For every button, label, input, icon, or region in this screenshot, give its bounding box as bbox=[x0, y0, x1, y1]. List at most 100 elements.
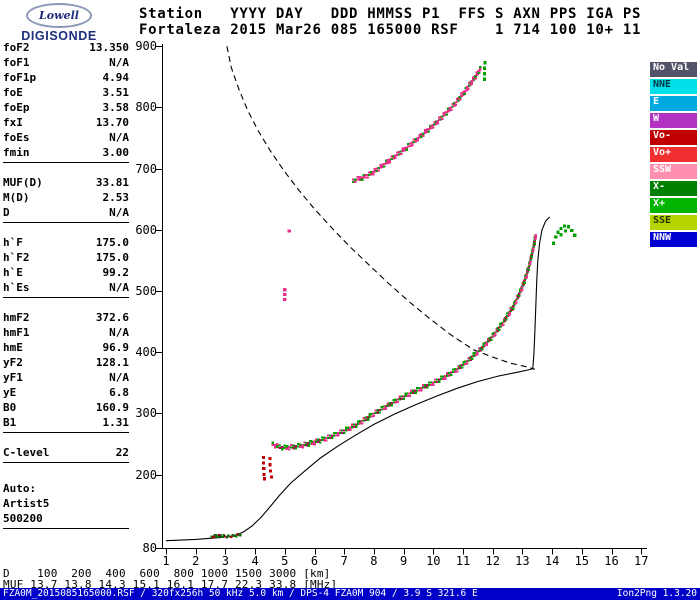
param-name: C-level bbox=[3, 446, 50, 459]
param-group-5: C-level 22 bbox=[3, 445, 129, 463]
y-tick-label-200: 200 bbox=[135, 468, 157, 482]
param-name: h`F2 bbox=[3, 251, 30, 264]
x-tick-label-1: 1 bbox=[162, 554, 169, 568]
param-value: 22 bbox=[115, 446, 129, 459]
param-row-h-es: h`Es N/A bbox=[3, 280, 129, 295]
param-row-500200: 500200 bbox=[3, 511, 129, 526]
param-row-b0: B0 160.9 bbox=[3, 400, 129, 415]
param-name: MUF(D) bbox=[3, 176, 43, 189]
param-row-b1: B1 1.31 bbox=[3, 415, 129, 430]
param-row-muf-d: MUF(D) 33.81 bbox=[3, 175, 129, 190]
param-row-auto: Auto: bbox=[3, 481, 129, 496]
param-value: 2.53 bbox=[102, 191, 130, 204]
param-value: 33.81 bbox=[95, 176, 129, 189]
param-row-fmin: fmin 3.00 bbox=[3, 145, 129, 160]
y-tick-label-800: 800 bbox=[135, 100, 157, 114]
param-group-6: Auto: Artist5 500200 bbox=[3, 481, 129, 529]
legend-item-sse: SSE bbox=[650, 215, 697, 230]
legend-item-no-val: No Val bbox=[650, 62, 697, 77]
axes bbox=[156, 44, 647, 555]
trace-spread-pink-tick bbox=[283, 288, 287, 302]
y-tick-label-700: 700 bbox=[135, 162, 157, 176]
param-row-fof2: foF2 13.350 bbox=[3, 40, 129, 55]
param-row-yf1: yF1 N/A bbox=[3, 370, 129, 385]
param-row-foes: foEs N/A bbox=[3, 130, 129, 145]
param-name: 500200 bbox=[3, 512, 43, 525]
param-value: N/A bbox=[109, 281, 129, 294]
param-value: 1.31 bbox=[102, 416, 130, 429]
param-row-d: D N/A bbox=[3, 205, 129, 220]
param-row-c-level: C-level 22 bbox=[3, 445, 129, 460]
param-value: 4.94 bbox=[102, 71, 130, 84]
legend-item-vo: Vo+ bbox=[650, 147, 697, 162]
header-line-1: Station YYYY DAY DDD HMMSS P1 FFS S AXN … bbox=[139, 6, 642, 22]
curve-f2-cusp-fit bbox=[532, 216, 551, 369]
trace-e-region-echoes bbox=[210, 533, 242, 539]
legend-panel: No Val NNE E W Vo- Vo+ SSW X- X+ SSE NNW bbox=[650, 62, 697, 249]
param-group-2: MUF(D) 33.81 M(D) 2.53 D N/A bbox=[3, 175, 129, 223]
x-tick-label-13: 13 bbox=[515, 554, 529, 568]
legend-item-ssw: SSW bbox=[650, 164, 697, 179]
param-name: foF1 bbox=[3, 56, 30, 69]
param-row-h-f2: h`F2 175.0 bbox=[3, 250, 129, 265]
param-row-hmf2: hmF2 372.6 bbox=[3, 310, 129, 325]
legend-item-nne: NNE bbox=[650, 79, 697, 94]
param-value: N/A bbox=[109, 326, 129, 339]
param-name: foF2 bbox=[3, 41, 30, 54]
x-tick-label-15: 15 bbox=[575, 554, 589, 568]
x-tick-label-7: 7 bbox=[341, 554, 348, 568]
x-tick-label-2: 2 bbox=[192, 554, 199, 568]
param-name: B1 bbox=[3, 416, 17, 429]
param-row-fxi: fxI 13.70 bbox=[3, 115, 129, 130]
param-name: M(D) bbox=[3, 191, 30, 204]
param-name: fmin bbox=[3, 146, 30, 159]
param-name: yF1 bbox=[3, 371, 23, 384]
x-tick-label-11: 11 bbox=[456, 554, 470, 568]
x-tick-label-8: 8 bbox=[370, 554, 377, 568]
trace-f2-trace-first-hop bbox=[271, 234, 537, 451]
x-tick-label-6: 6 bbox=[311, 554, 318, 568]
trace-second-hop-top-echoes bbox=[482, 61, 487, 81]
legend-item-vo: Vo- bbox=[650, 130, 697, 145]
logo-digisonde-text: DIGISONDE bbox=[21, 29, 97, 43]
x-tick-label-10: 10 bbox=[426, 554, 440, 568]
param-name: foEs bbox=[3, 131, 30, 144]
param-group-4: hmF2 372.6 hmF1 N/A hmE 96.9 yF2 128.1 yF1 N/A yE 6… bbox=[3, 310, 129, 433]
param-row-h-e: h`E 99.2 bbox=[3, 265, 129, 280]
param-row-hmf1: hmF1 N/A bbox=[3, 325, 129, 340]
param-value: N/A bbox=[109, 131, 129, 144]
curve-topside-model-profile bbox=[226, 46, 536, 370]
x-tick-label-5: 5 bbox=[281, 554, 288, 568]
y-tick-label-80: 80 bbox=[143, 541, 157, 555]
trace-x-mode-cusp-echoes bbox=[552, 224, 577, 245]
legend-item-x: X+ bbox=[650, 198, 697, 213]
param-name: Auto: bbox=[3, 482, 37, 495]
param-name: h`F bbox=[3, 236, 23, 249]
param-value: 3.00 bbox=[102, 146, 130, 159]
param-row-m-d: M(D) 2.53 bbox=[3, 190, 129, 205]
param-value: 160.9 bbox=[95, 401, 129, 414]
x-tick-label-4: 4 bbox=[251, 554, 258, 568]
param-name: fxI bbox=[3, 116, 23, 129]
y-tick-label-400: 400 bbox=[135, 345, 157, 359]
param-name: foF1p bbox=[3, 71, 37, 84]
header-line-2: Fortaleza 2015 Mar26 085 165000 RSF 1 71… bbox=[139, 22, 642, 38]
param-name: h`E bbox=[3, 266, 23, 279]
logo-lowell-text: Lowell bbox=[39, 9, 79, 22]
param-name: foE bbox=[3, 86, 23, 99]
params-panel: foF2 13.350 foF1 N/A foF1p 4.94 foE 3.51 foEp 3.5… bbox=[3, 40, 129, 541]
curve-true-height-profile bbox=[165, 368, 533, 542]
param-value: 99.2 bbox=[102, 266, 130, 279]
y-tick-label-300: 300 bbox=[135, 406, 157, 420]
param-row-fof1: foF1 N/A bbox=[3, 55, 129, 70]
legend-item-x: X- bbox=[650, 181, 697, 196]
lowell-digisonde-logo: Lowell DIGISONDE bbox=[8, 3, 110, 43]
param-row-h-f: h`F 175.0 bbox=[3, 235, 129, 250]
param-value: N/A bbox=[109, 206, 129, 219]
param-value: 175.0 bbox=[95, 251, 129, 264]
x-tick-label-3: 3 bbox=[222, 554, 229, 568]
x-tick-labels: 1 2 3 4 5 6 7 8 9 10 11 12 13 14 15 16 17 bbox=[162, 554, 648, 568]
param-value: 6.8 bbox=[109, 386, 129, 399]
param-value: 13.70 bbox=[95, 116, 129, 129]
